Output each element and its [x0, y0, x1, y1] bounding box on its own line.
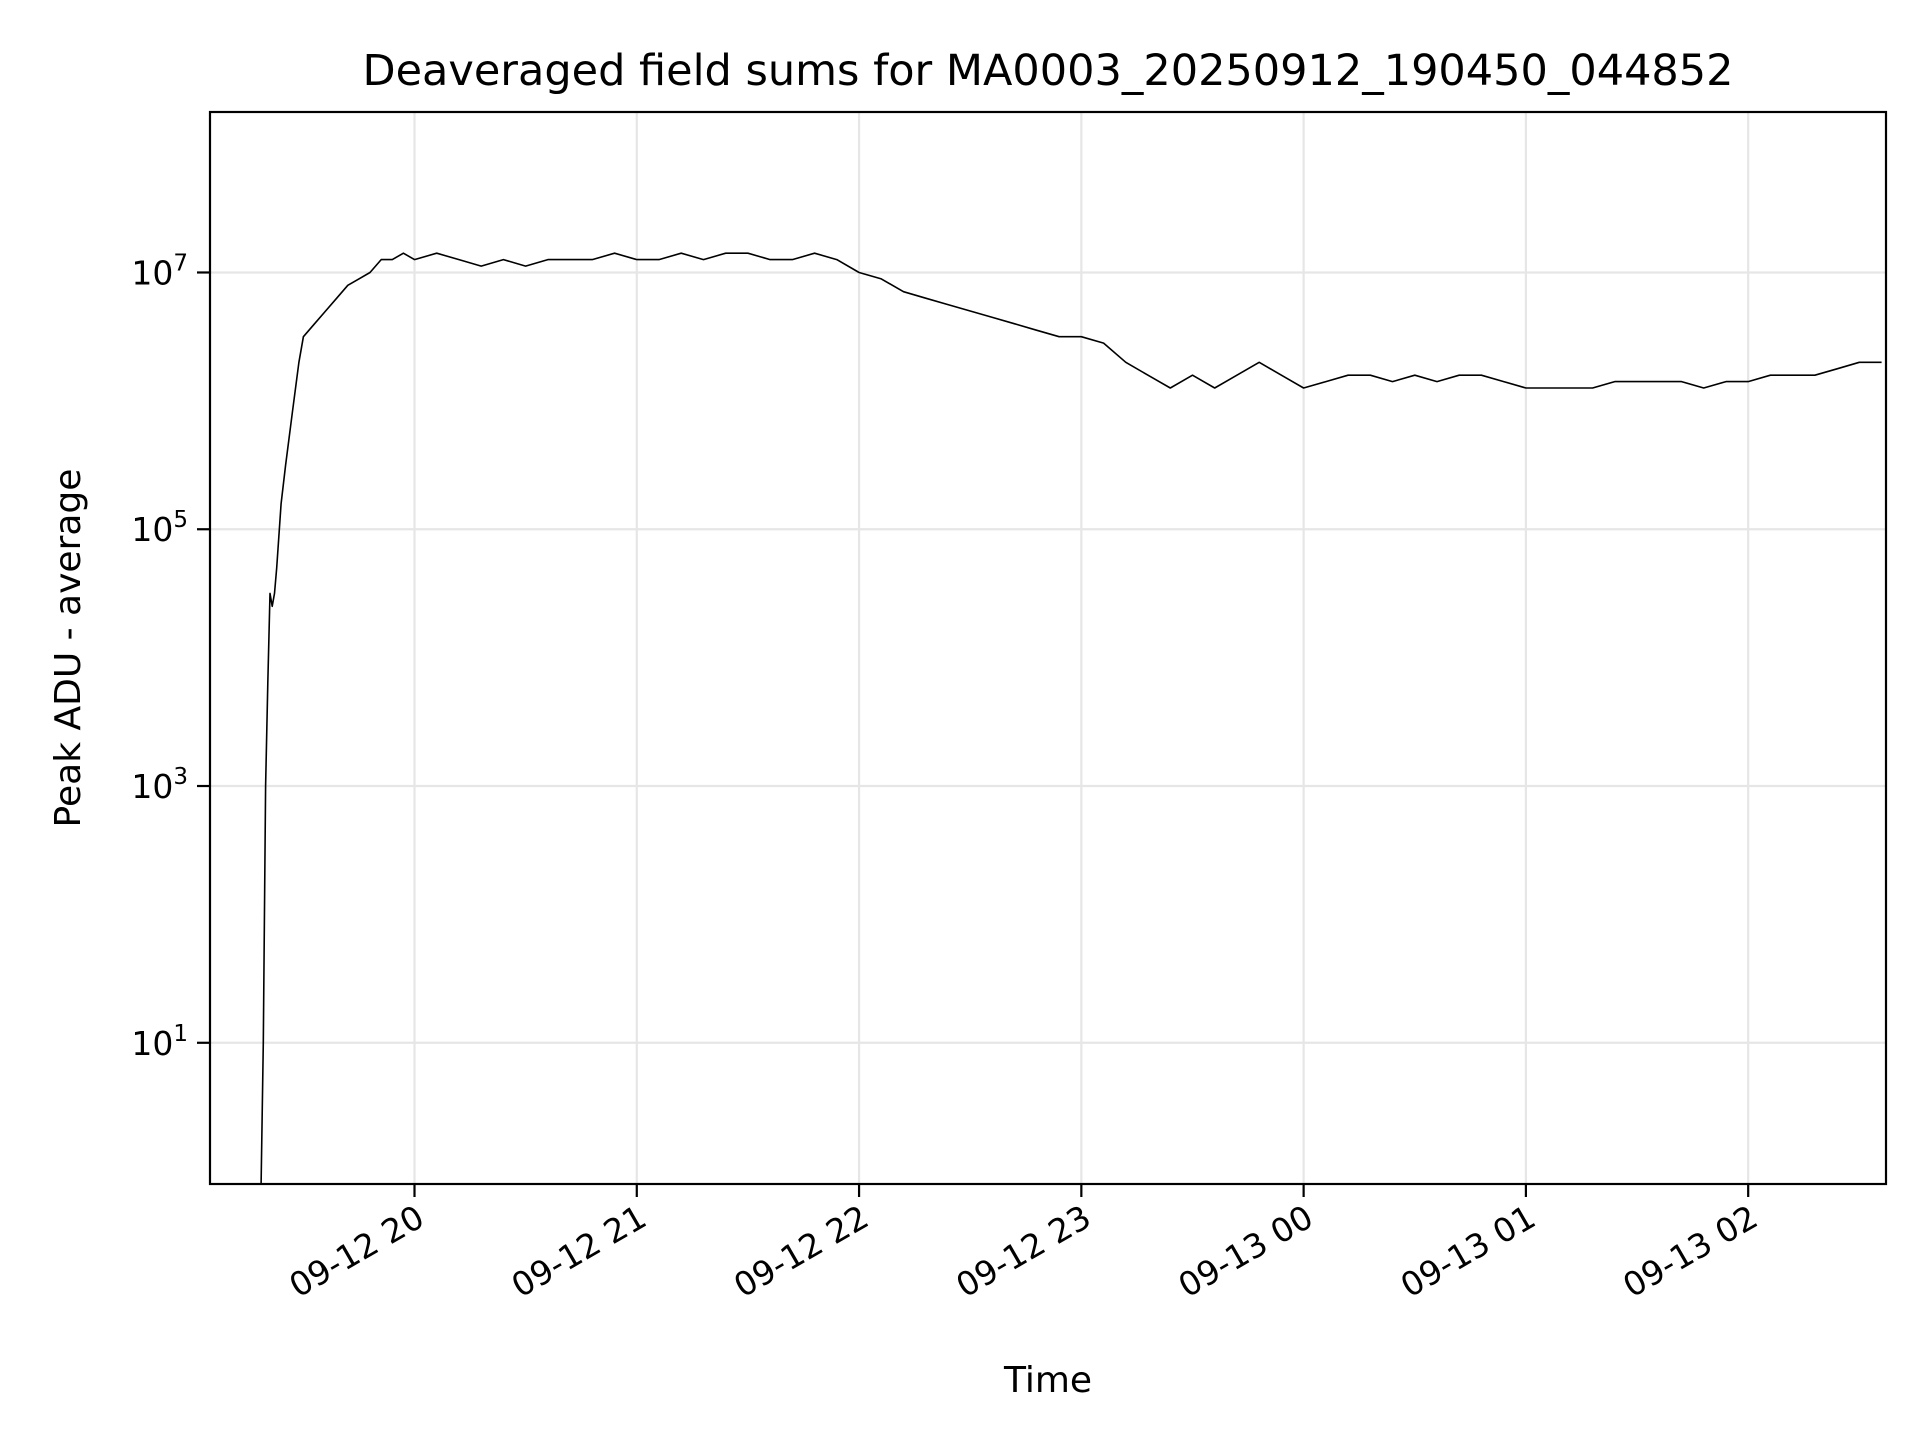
y-tick-label: 107 [131, 250, 188, 292]
y-tick-label: 103 [131, 764, 188, 806]
y-axis: 101 103 105 107 [131, 250, 210, 1063]
y-tick-label: 105 [131, 507, 188, 549]
y-axis-label: Peak ADU - average [48, 469, 89, 828]
x-axis-label: Time [1003, 1360, 1092, 1401]
data-series [260, 252, 1882, 1185]
chart-title: Deaveraged field sums for MA0003_2025091… [362, 46, 1733, 96]
y-tick-label: 101 [131, 1021, 188, 1063]
grid [210, 112, 1886, 1184]
plot-frame [208, 110, 1888, 1186]
series-line [260, 252, 1882, 1185]
